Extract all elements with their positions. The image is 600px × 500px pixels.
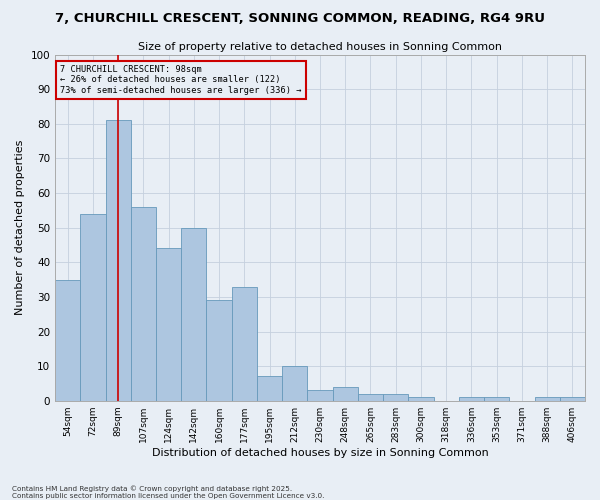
Bar (484, 397, 509, 400)
Bar (535, 397, 560, 400)
Bar (409, 397, 434, 400)
Bar (257, 376, 282, 400)
Bar (307, 390, 332, 400)
Title: Size of property relative to detached houses in Sonning Common: Size of property relative to detached ho… (138, 42, 502, 52)
Text: 7, CHURCHILL CRESCENT, SONNING COMMON, READING, RG4 9RU: 7, CHURCHILL CRESCENT, SONNING COMMON, R… (55, 12, 545, 26)
Bar (156, 248, 181, 400)
Bar (80, 214, 106, 400)
Bar (358, 394, 383, 400)
Bar (232, 286, 257, 401)
Bar (282, 366, 307, 400)
Bar (206, 300, 232, 400)
Bar (383, 394, 409, 400)
Text: 7 CHURCHILL CRESCENT: 98sqm
← 26% of detached houses are smaller (122)
73% of se: 7 CHURCHILL CRESCENT: 98sqm ← 26% of det… (61, 65, 302, 95)
Y-axis label: Number of detached properties: Number of detached properties (15, 140, 25, 316)
Bar (131, 207, 156, 400)
X-axis label: Distribution of detached houses by size in Sonning Common: Distribution of detached houses by size … (152, 448, 488, 458)
Text: Contains HM Land Registry data © Crown copyright and database right 2025.
Contai: Contains HM Land Registry data © Crown c… (12, 486, 325, 499)
Bar (459, 397, 484, 400)
Bar (332, 387, 358, 400)
Bar (55, 280, 80, 400)
Bar (181, 228, 206, 400)
Bar (106, 120, 131, 400)
Bar (560, 397, 585, 400)
